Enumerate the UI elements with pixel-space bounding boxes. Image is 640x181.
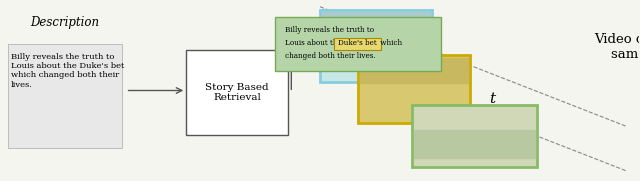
Text: Duke's bet: Duke's bet — [339, 39, 377, 47]
Text: which: which — [378, 39, 402, 47]
Text: Video clips fr
    same mo: Video clips fr same mo — [594, 33, 640, 62]
FancyBboxPatch shape — [358, 55, 470, 123]
FancyBboxPatch shape — [334, 38, 381, 50]
Text: Billy reveals the truth to
Louis about the Duke's bet
which changed both their
l: Billy reveals the truth to Louis about t… — [11, 53, 124, 89]
Text: Louis about the: Louis about the — [285, 39, 344, 47]
FancyBboxPatch shape — [412, 105, 537, 167]
Text: t: t — [489, 92, 495, 106]
FancyBboxPatch shape — [186, 50, 288, 135]
Text: Story Based
Retrieval: Story Based Retrieval — [205, 83, 269, 102]
Text: Billy reveals the truth to: Billy reveals the truth to — [285, 26, 374, 34]
FancyBboxPatch shape — [8, 44, 122, 148]
FancyBboxPatch shape — [275, 17, 441, 71]
Text: changed both their lives.: changed both their lives. — [285, 52, 376, 60]
Text: Description: Description — [31, 16, 100, 29]
FancyBboxPatch shape — [320, 10, 431, 82]
